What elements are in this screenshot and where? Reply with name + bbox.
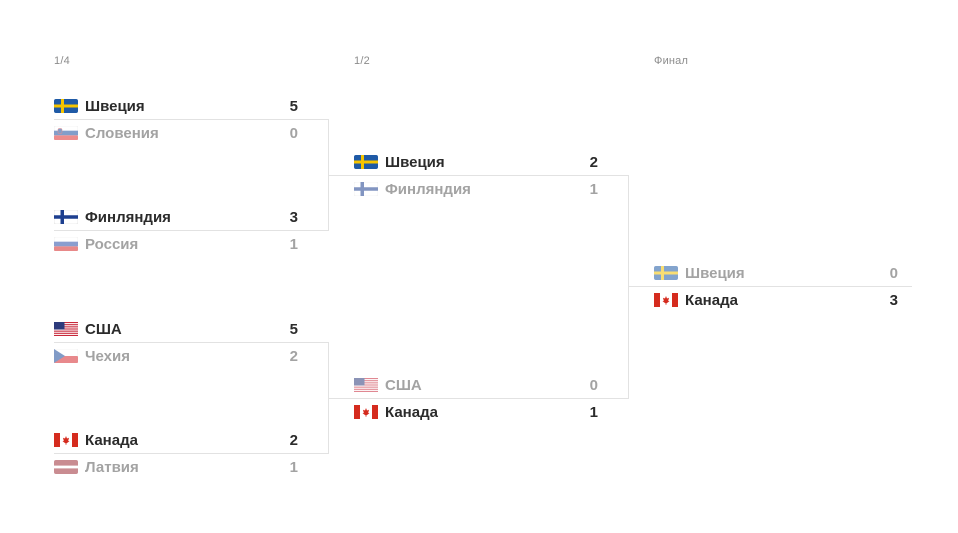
team-score: 1 [589, 180, 598, 198]
match-team-row[interactable]: Канада 2 [54, 427, 298, 453]
match-team-row[interactable]: Швеция 0 [654, 260, 898, 286]
usa-flag-icon [54, 322, 78, 336]
match-team-row[interactable]: Швеция 5 [54, 93, 298, 119]
team-score: 2 [289, 431, 298, 449]
match-team-row[interactable]: США 5 [54, 316, 298, 342]
match-team-row[interactable]: Россия 1 [54, 231, 298, 257]
connector-line [54, 230, 328, 231]
team-score: 0 [889, 264, 898, 282]
match-team-row[interactable]: Словения 0 [54, 120, 298, 146]
latvia-flag-icon [54, 460, 78, 474]
match-team-row[interactable]: Латвия 1 [54, 454, 298, 480]
finland-flag-icon [354, 182, 378, 196]
team-score: 1 [289, 458, 298, 476]
canada-flag-icon [354, 405, 378, 419]
team-score: 0 [289, 124, 298, 142]
team-name: Швеция [685, 264, 745, 282]
round-title-quarterfinal: 1/4 [54, 55, 70, 67]
match-team-row[interactable]: США 0 [354, 372, 598, 398]
czech-flag-icon [54, 349, 78, 363]
team-name: Канада [385, 403, 438, 421]
sweden-flag-icon [54, 99, 78, 113]
team-score: 0 [589, 376, 598, 394]
team-score: 2 [289, 347, 298, 365]
canada-flag-icon [54, 433, 78, 447]
connector-line [54, 342, 328, 343]
team-score: 5 [289, 97, 298, 115]
connector-line [628, 286, 912, 287]
team-name: Словения [85, 124, 159, 142]
match-team-row[interactable]: Канада 1 [354, 399, 598, 425]
connector-line [54, 453, 328, 454]
team-score: 3 [289, 208, 298, 226]
team-score: 1 [289, 235, 298, 253]
team-name: Латвия [85, 458, 139, 476]
team-score: 3 [889, 291, 898, 309]
match-team-row[interactable]: Финляндия 1 [354, 176, 598, 202]
team-name: Швеция [85, 97, 145, 115]
connector-line [328, 398, 628, 399]
team-score: 2 [589, 153, 598, 171]
sweden-flag-icon [654, 266, 678, 280]
connector-line [54, 119, 328, 120]
team-score: 5 [289, 320, 298, 338]
team-name: США [385, 376, 422, 394]
russia-flag-icon [54, 237, 78, 251]
match-team-row[interactable]: Канада 3 [654, 287, 898, 313]
sweden-flag-icon [354, 155, 378, 169]
team-name: Швеция [385, 153, 445, 171]
slovenia-flag-icon [54, 126, 78, 140]
match-team-row[interactable]: Чехия 2 [54, 343, 298, 369]
team-name: Чехия [85, 347, 130, 365]
match-team-row[interactable]: Швеция 2 [354, 149, 598, 175]
team-name: Россия [85, 235, 139, 253]
team-name: США [85, 320, 122, 338]
match-team-row[interactable]: Финляндия 3 [54, 204, 298, 230]
usa-flag-icon [354, 378, 378, 392]
round-title-semifinal: 1/2 [354, 55, 370, 67]
team-name: Канада [85, 431, 138, 449]
connector-line [628, 175, 629, 399]
team-name: Финляндия [85, 208, 171, 226]
connector-line [328, 175, 628, 176]
team-score: 1 [589, 403, 598, 421]
canada-flag-icon [654, 293, 678, 307]
finland-flag-icon [54, 210, 78, 224]
round-title-final: Финал [654, 55, 689, 67]
team-name: Канада [685, 291, 738, 309]
team-name: Финляндия [385, 180, 471, 198]
